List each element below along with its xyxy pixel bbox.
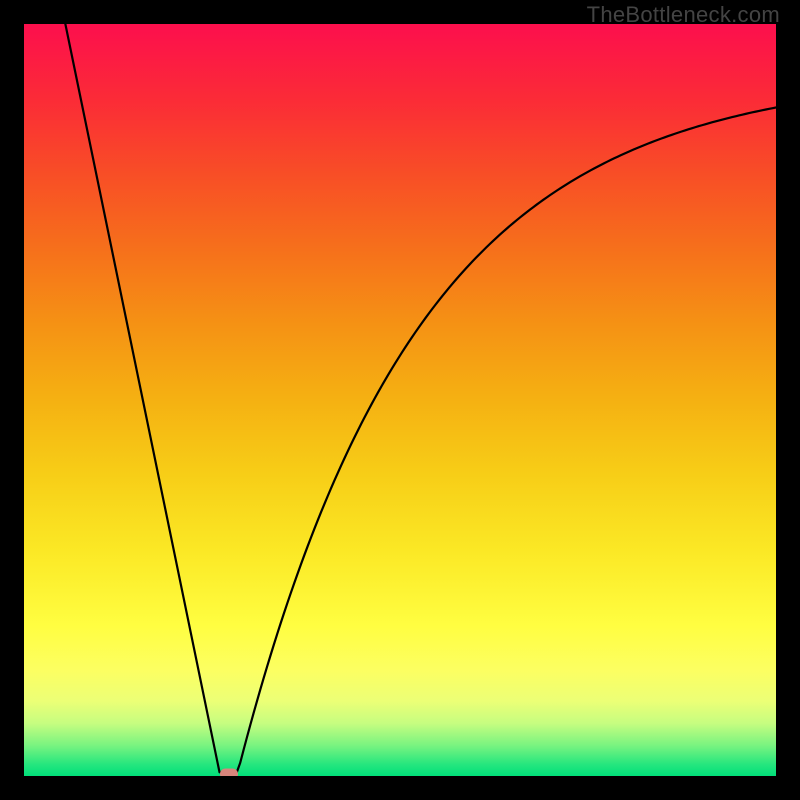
- optimum-marker: [220, 768, 238, 776]
- bottleneck-curve: [24, 24, 776, 776]
- watermark-text: TheBottleneck.com: [587, 2, 780, 28]
- plot-area: [24, 24, 776, 776]
